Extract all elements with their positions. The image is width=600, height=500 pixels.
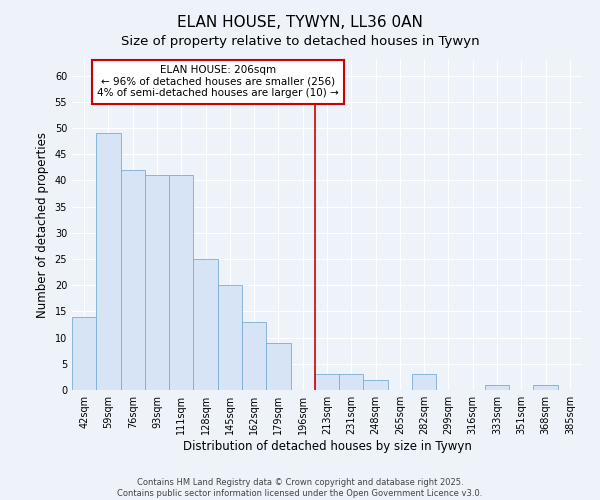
- Bar: [533, 385, 558, 390]
- Bar: [72, 316, 96, 390]
- Bar: [364, 380, 388, 390]
- Text: Size of property relative to detached houses in Tywyn: Size of property relative to detached ho…: [121, 35, 479, 48]
- Bar: [266, 343, 290, 390]
- Bar: [96, 134, 121, 390]
- Bar: [193, 259, 218, 390]
- Bar: [339, 374, 364, 390]
- Text: Contains HM Land Registry data © Crown copyright and database right 2025.
Contai: Contains HM Land Registry data © Crown c…: [118, 478, 482, 498]
- Bar: [412, 374, 436, 390]
- X-axis label: Distribution of detached houses by size in Tywyn: Distribution of detached houses by size …: [182, 440, 472, 453]
- Bar: [121, 170, 145, 390]
- Bar: [242, 322, 266, 390]
- Text: ELAN HOUSE, TYWYN, LL36 0AN: ELAN HOUSE, TYWYN, LL36 0AN: [177, 15, 423, 30]
- Y-axis label: Number of detached properties: Number of detached properties: [36, 132, 49, 318]
- Bar: [315, 374, 339, 390]
- Text: ELAN HOUSE: 206sqm
← 96% of detached houses are smaller (256)
4% of semi-detache: ELAN HOUSE: 206sqm ← 96% of detached hou…: [97, 65, 338, 98]
- Bar: [485, 385, 509, 390]
- Bar: [218, 285, 242, 390]
- Bar: [145, 175, 169, 390]
- Bar: [169, 175, 193, 390]
